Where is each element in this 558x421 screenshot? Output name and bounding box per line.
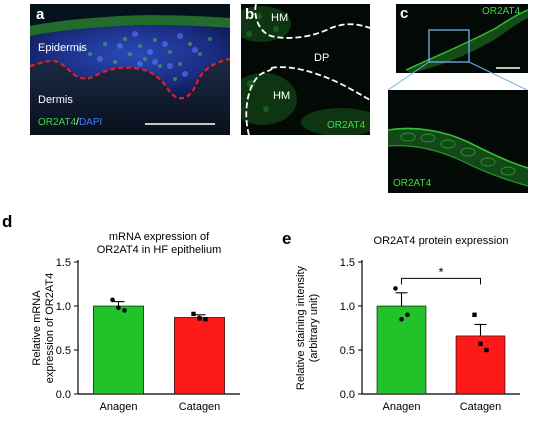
panel-a-image [30, 4, 230, 135]
e-significance-star: * [438, 264, 443, 279]
e-ytick-label: 0.0 [340, 389, 355, 401]
panel-b-dp-label: DP [314, 52, 330, 64]
panel-b-letter: b [245, 6, 255, 23]
panel-c-zoom-connectors [387, 61, 528, 91]
panel-c-zoom-image [388, 90, 528, 193]
e-significance-bracket [401, 277, 481, 285]
d-xtick-catagen: Catagen [179, 401, 221, 413]
panel-b-hm-bottom-label: HM [273, 90, 291, 102]
e-ylabel-line2: (arbitrary unit) [308, 294, 320, 362]
panel-a-micrograph: a Epidermis Dermis OR2AT4/DAPI [30, 4, 230, 135]
e-ytick-label: 0.5 [340, 345, 355, 357]
panel-a-junction-line [30, 57, 230, 100]
panel-b-hm-top-outline [254, 4, 370, 39]
d-ytick-label: 0.0 [56, 389, 71, 401]
panel-c-overview-image [396, 4, 528, 73]
panel-a-stain-label: OR2AT4/DAPI [38, 117, 102, 128]
panel-c-zoom: OR2AT4 [388, 90, 528, 193]
panel-b-hm-bottom-outline [245, 67, 273, 135]
panel-e-letter: e [282, 229, 292, 248]
d-point-anagen [116, 305, 121, 311]
panel-a-epidermis-label: Epidermis [38, 42, 87, 54]
d-point-catagen [191, 311, 196, 317]
e-point-anagen [393, 286, 398, 291]
d-ylabel-line2: expression of OR2AT4 [44, 273, 56, 383]
panel-a-dermis-label: Dermis [38, 94, 73, 106]
d-ytick-label: 1.0 [56, 301, 71, 313]
e-ylabel-line1: Relative staining intensity [295, 265, 307, 390]
panel-a-stain-or2at4: OR2AT4 [38, 117, 77, 128]
d-bar-anagen [93, 305, 144, 395]
panel-c-zoom-box [428, 29, 470, 63]
e-ytick-label: 1.0 [340, 301, 355, 313]
d-ytick-label: 0.5 [56, 345, 71, 357]
panel-b-stain-label: OR2AT4 [327, 120, 366, 131]
d-chart-subtitle: OR2AT4 in HF epithelium [97, 244, 222, 256]
panel-a-stain-sep: / [76, 117, 79, 128]
e-point-anagen [405, 312, 410, 318]
d-chart-title: mRNA expression of [109, 231, 210, 243]
panel-b-image [241, 4, 370, 135]
d-ytick-label: 1.5 [56, 257, 71, 269]
e-chart-title: OR2AT4 protein expression [374, 235, 509, 247]
panel-c-stain-zoom-label: OR2AT4 [393, 178, 432, 189]
panel-a-stain-speckle [88, 37, 212, 81]
d-xtick-anagen: Anagen [100, 401, 138, 413]
panel-c-overview: c OR2AT4 [396, 4, 528, 73]
e-point-anagen [399, 316, 404, 322]
d-ylabel-line1: Relative mRNA [31, 290, 43, 366]
e-xtick-catagen: Catagen [460, 401, 502, 413]
panel-a-letter: a [36, 6, 45, 23]
d-point-anagen [110, 297, 115, 303]
d-point-catagen [203, 317, 208, 322]
d-point-catagen [197, 316, 202, 321]
panel-c-letter: c [400, 5, 409, 22]
d-bar-catagen [174, 317, 225, 395]
e-ytick-label: 1.5 [340, 257, 355, 269]
panel-a-stain-dapi: DAPI [78, 117, 103, 128]
panel-b-hm-top-label: HM [271, 12, 289, 24]
e-point-catagen [478, 341, 483, 347]
panel-b-micrograph: b HM DP HM OR2AT4 [241, 4, 370, 135]
d-point-anagen [122, 308, 127, 313]
e-point-catagen [484, 347, 489, 353]
e-point-catagen [472, 312, 477, 317]
panel-c-stain-top-label: OR2AT4 [482, 6, 521, 17]
e-xtick-anagen: Anagen [383, 401, 421, 413]
panel-d-letter: d [2, 212, 13, 231]
panel-e-chart: OR2AT4 protein expression Relative staini… [295, 235, 520, 413]
panel-b-dp-outline [270, 66, 370, 101]
